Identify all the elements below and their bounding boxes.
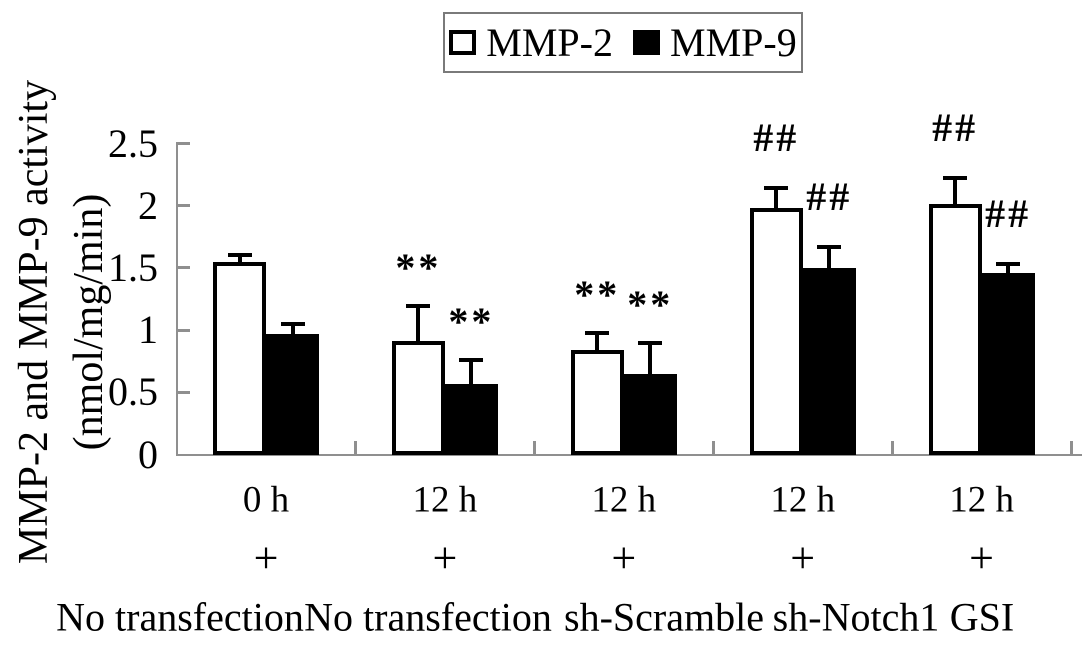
- bar-mmp-2-4: [928, 204, 982, 456]
- x-label-time-2: 12 h: [591, 479, 657, 521]
- significance-mmp-9-1: **: [448, 298, 495, 344]
- y-tick-label: 2.5: [108, 120, 158, 166]
- error-bar-cap-mmp-9-0: [280, 321, 305, 326]
- x-label-time-4: 12 h: [949, 479, 1014, 521]
- error-bar-stem-mmp-9-3: [827, 246, 832, 268]
- bar-mmp-2-0: [213, 261, 266, 456]
- y-tick: [178, 390, 190, 394]
- x-label-time-3: 12 h: [770, 479, 836, 521]
- x-label-treatment-4: GSI: [949, 594, 1015, 640]
- error-bar-cap-mmp-9-4: [996, 262, 1021, 267]
- bar-mmp-9-1: [444, 383, 498, 456]
- x-label-time-0: 0 h: [242, 479, 290, 521]
- bar-mmp-9-2: [623, 373, 677, 456]
- x-label-treatment-3: sh-Notch1: [772, 594, 940, 640]
- y-tick-label: 1: [138, 307, 158, 353]
- legend-label-mmp9: MMP-9: [670, 20, 797, 65]
- x-label-plus-4: +: [969, 533, 995, 583]
- error-bar-stem-mmp-2-3: [774, 188, 779, 209]
- legend-label-mmp2: MMP-2: [486, 20, 613, 65]
- significance-mmp-9-4: ##: [985, 191, 1032, 237]
- error-bar-stem-mmp-2-4: [953, 178, 958, 205]
- significance-mmp-2-3: ##: [753, 115, 800, 161]
- x-label-plus-3: +: [790, 533, 816, 583]
- error-bar-cap-mmp-2-0: [227, 253, 252, 258]
- y-tick-label: 1.5: [108, 244, 158, 290]
- significance-mmp-9-3: ##: [806, 173, 853, 219]
- x-label-treatment-0: No transfection: [56, 594, 304, 640]
- y-tick-label: 0: [138, 431, 158, 477]
- x-tick: [532, 440, 536, 454]
- error-bar-cap-mmp-9-1: [459, 357, 484, 362]
- x-tick: [1069, 440, 1073, 454]
- x-label-plus-1: +: [432, 533, 458, 583]
- error-bar-stem-mmp-2-2: [595, 332, 600, 350]
- x-tick: [890, 440, 894, 454]
- bar-mmp-2-1: [391, 341, 445, 456]
- legend: MMP-2 MMP-9: [443, 12, 803, 73]
- error-bar-stem-mmp-9-1: [469, 359, 474, 384]
- x-label-treatment-1: No transfection: [304, 594, 552, 640]
- y-axis-title-line1: MMP-2 and MMP-9 activity: [11, 79, 57, 565]
- x-label-time-1: 12 h: [412, 479, 478, 521]
- legend-swatch-mmp2: [449, 30, 477, 55]
- error-bar-stem-mmp-9-0: [290, 323, 295, 334]
- legend-swatch-mmp9: [633, 30, 660, 55]
- x-tick: [711, 440, 715, 454]
- x-label-plus-2: +: [611, 533, 637, 583]
- error-bar-cap-mmp-9-2: [638, 340, 663, 345]
- y-tick: [178, 266, 190, 270]
- error-bar-cap-mmp-2-1: [406, 304, 431, 309]
- y-tick: [178, 204, 190, 208]
- bar-mmp-9-0: [266, 333, 319, 456]
- significance-mmp-2-2: **: [574, 271, 621, 317]
- x-tick: [354, 440, 357, 454]
- error-bar-stem-mmp-2-1: [416, 306, 421, 342]
- error-bar-stem-mmp-9-2: [648, 342, 653, 374]
- y-tick: [178, 142, 190, 145]
- significance-mmp-2-4: ##: [932, 105, 979, 151]
- error-bar-cap-mmp-2-3: [764, 186, 789, 191]
- error-bar-cap-mmp-2-4: [943, 176, 968, 181]
- bar-mmp-2-2: [570, 350, 624, 456]
- x-label-plus-0: +: [253, 533, 279, 583]
- y-tick: [178, 328, 190, 332]
- significance-mmp-9-2: **: [627, 281, 674, 327]
- error-bar-cap-mmp-9-3: [817, 244, 842, 249]
- x-label-treatment-2: sh-Scramble: [564, 594, 764, 640]
- significance-mmp-2-1: **: [395, 245, 442, 291]
- y-tick-label: 0.5: [108, 369, 158, 415]
- error-bar-cap-mmp-2-2: [585, 330, 610, 335]
- y-tick-label: 2: [138, 182, 158, 228]
- error-bar-stem-mmp-9-4: [1006, 264, 1011, 273]
- error-bar-stem-mmp-2-0: [237, 255, 242, 262]
- y-axis-line: [175, 142, 178, 456]
- bar-mmp-2-3: [749, 208, 803, 456]
- bar-mmp-9-4: [981, 272, 1035, 456]
- bar-mmp-9-3: [802, 267, 856, 456]
